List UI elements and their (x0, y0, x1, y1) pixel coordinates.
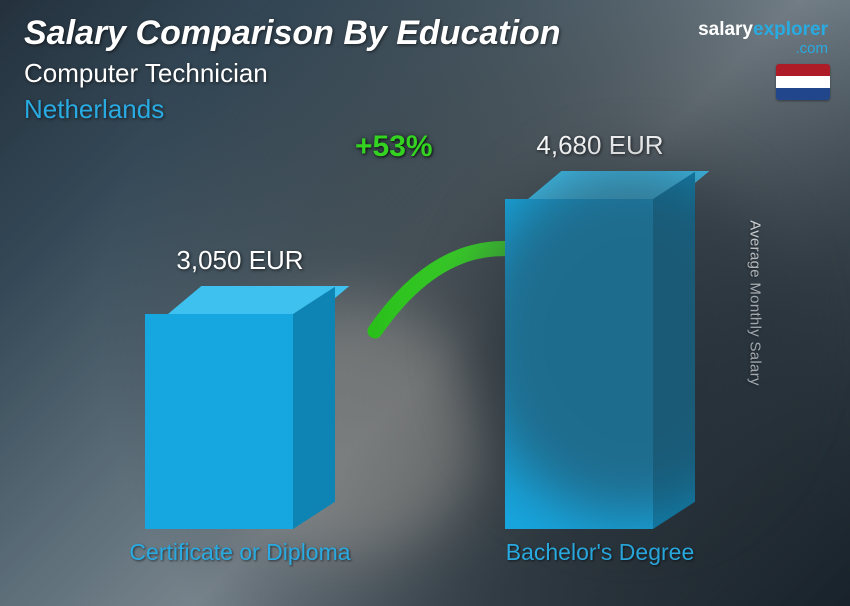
bar-bachelors-degree: 4,680 EUR Bachelor's Degree (470, 130, 730, 566)
chart-country: Netherlands (24, 94, 164, 125)
bar-chart: +53% 3,050 EUR Certificate or Diploma (80, 126, 760, 566)
bar-category-label: Certificate or Diploma (110, 539, 370, 566)
bar-certificate-or-diploma: 3,050 EUR Certificate or Diploma (110, 245, 370, 566)
delta-percentage-label: +53% (355, 130, 433, 164)
chart-title: Salary Comparison By Education (24, 14, 561, 53)
bar-3d-shape (145, 286, 335, 529)
watermark-line2: .com (698, 41, 828, 56)
watermark-prefix: salary (698, 19, 753, 40)
bar-value-label: 3,050 EUR (110, 245, 370, 276)
bar-side-face (293, 287, 335, 529)
flag-stripe-mid (776, 76, 830, 88)
bar-front-face (505, 199, 653, 529)
flag-stripe-bot (776, 88, 830, 100)
bar-category-label: Bachelor's Degree (470, 539, 730, 566)
flag-netherlands (776, 64, 830, 100)
bar-value-label: 4,680 EUR (470, 130, 730, 161)
bar-3d-shape (505, 171, 695, 529)
watermark-suffix: explorer (753, 19, 828, 40)
site-watermark: salaryexplorer .com (698, 20, 828, 56)
chart-subtitle: Computer Technician (24, 58, 268, 89)
bar-front-face (145, 314, 293, 529)
flag-stripe-top (776, 64, 830, 76)
infographic-stage: Salary Comparison By Education Computer … (0, 0, 850, 606)
bar-side-face (653, 172, 695, 529)
watermark-line1: salaryexplorer (698, 20, 828, 39)
